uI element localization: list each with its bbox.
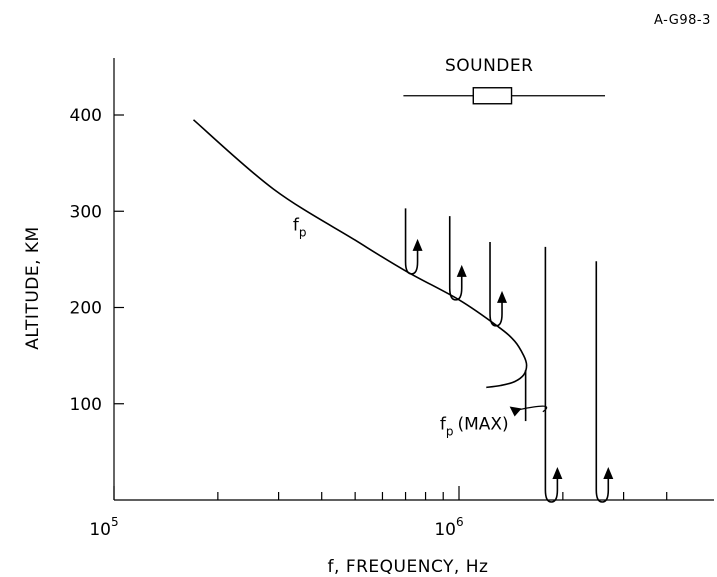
x-tick-label-base: 10 [89, 520, 111, 540]
reflected-trace [448, 216, 467, 301]
fpmax-label-sub: p [446, 425, 454, 439]
trace-path [544, 246, 559, 503]
x-tick-label: 106 [434, 515, 463, 540]
y-axis-label: ALTITUDE, KM [23, 226, 43, 349]
upward-arrow-icon [412, 238, 423, 251]
sounder-box [472, 87, 513, 105]
reflected-trace [404, 208, 423, 275]
x-major-ticks [113, 486, 460, 500]
x-tick-label-base: 10 [434, 520, 456, 540]
x-tick-label-exponent: 5 [111, 515, 119, 529]
y-tick-label: 300 [70, 202, 102, 222]
upward-arrow-icon [456, 264, 467, 277]
fpmax-label: fp (MAX) [440, 415, 509, 439]
upward-arrow-icon [603, 467, 614, 479]
y-tick-label: 200 [70, 299, 102, 319]
fpmax-pointer-arrow [519, 405, 548, 413]
y-ticks [114, 114, 124, 405]
x-axis-label: f, FREQUENCY, Hz [328, 557, 489, 577]
x-minor-ticks [217, 492, 668, 500]
y-tick-labels: 100 200 300 400 [70, 106, 102, 415]
fpmax-label-suffix: (MAX) [457, 415, 508, 435]
reflected-trace [489, 242, 508, 327]
sounder-label: SOUNDER [445, 56, 533, 76]
x-tick-labels: 105 106 [89, 515, 463, 540]
fp-label-main: f [293, 216, 300, 236]
y-tick-label: 100 [70, 395, 102, 415]
fpmax-pointer-arrowhead [509, 406, 522, 417]
trace-path [404, 208, 419, 275]
x-tick-label: 105 [89, 515, 118, 540]
trace-path [448, 216, 463, 301]
upward-arrow-icon [552, 467, 563, 479]
reflected-traces [404, 208, 614, 503]
upward-arrow-icon [497, 290, 508, 303]
sounder: SOUNDER [403, 56, 606, 105]
fp-curve [192, 119, 528, 389]
trace-path [595, 261, 610, 503]
reflected-trace [595, 261, 614, 503]
trace-path [489, 242, 503, 327]
y-tick-label: 400 [70, 106, 102, 126]
fp-label-sub: p [299, 226, 307, 240]
x-tick-label-exponent: 6 [456, 515, 464, 529]
figure-id: A-G98-3 [654, 13, 711, 28]
fp-label: fp [293, 216, 307, 240]
reflected-trace [544, 246, 563, 503]
fpmax-label-main: f [440, 415, 447, 435]
